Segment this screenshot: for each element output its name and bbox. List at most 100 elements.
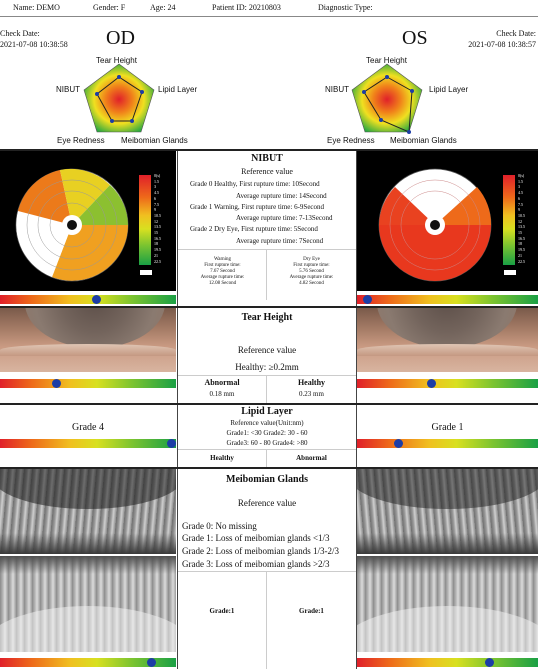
nibut-scale-label: 22.5 (154, 258, 161, 264)
os-radar-bottom-right: Meibomian Glands (390, 136, 457, 145)
lipid-title: Lipid Layer (241, 406, 293, 417)
od-upper-lid-shade (0, 469, 176, 509)
nibut-g1b: Average rupture time: 7-13Second (236, 214, 333, 222)
tear-right-border (356, 308, 357, 403)
od-lid-margin (0, 344, 176, 356)
os-lid-margin (357, 344, 538, 356)
os-meibo-bar (357, 658, 538, 667)
od-radar-chart (83, 63, 155, 133)
od-tear-bar (0, 379, 176, 388)
nibut-scale-label: 18 (518, 241, 522, 247)
nibut-scale-label: 19.5 (518, 247, 525, 253)
od-meibo-upper-photo (0, 469, 176, 554)
os-meibo-lower-photo (357, 556, 538, 652)
os-upper-bottom-shade (357, 533, 538, 554)
nibut-scale-label: 16.5 (518, 235, 525, 241)
nibut-scale-label: 1.5 (154, 178, 159, 184)
od-nibut-marker (92, 295, 102, 304)
od-check-date: 2021-07-08 10:38:58 (0, 40, 68, 49)
od-nibut-scale: 0(s) 1.5 3 4.5 6 7.5 9 10.5 12 13.5 15 16.5 18 19.5 21… (154, 173, 161, 264)
od-lower-top-shade (0, 556, 176, 574)
lipid-right-border (356, 405, 357, 467)
os-lipid-grade: Grade 1 (431, 422, 464, 433)
os-radar-right: Lipid Layer (429, 85, 469, 94)
nibut-scale-label: 22.5 (518, 258, 525, 264)
nibut-g0: Grade 0 Healthy, First rupture time: 10S… (190, 180, 320, 188)
os-meibo-upper-photo (357, 469, 538, 554)
od-legend-white-chip (140, 270, 152, 275)
lipid-range-2: Grade3: 60 - 80 Grade4: >80 (226, 439, 308, 447)
os-nibut-marker (363, 295, 373, 304)
od-radar-bottom-right: Meibomian Glands (121, 136, 188, 145)
diagnostic-type: Diagnostic Type: (318, 3, 373, 12)
os-nibut-first-value: 5.76 Second (299, 269, 324, 274)
nibut-g1: Grade 1 Warning, First rupture time: 6-9… (190, 203, 325, 211)
nibut-scale-label: 13.5 (154, 224, 161, 230)
nibut-scale-label: 1.5 (518, 178, 523, 184)
nibut-title: NIBUT (251, 153, 283, 164)
os-nibut-status: Dry Eye (303, 257, 320, 262)
od-tear-status: Abnormal (204, 378, 240, 387)
meibo-g0: Grade 0: No missing (182, 521, 257, 531)
nibut-left-border (177, 151, 178, 306)
nibut-scale-label: 12 (154, 218, 158, 224)
patient-gender: Gender: F (93, 3, 126, 12)
nibut-g0b: Average rupture time: 14Second (236, 192, 327, 200)
os-upper-lid-shade (357, 469, 538, 509)
od-tear-marker (51, 379, 61, 388)
os-iris (377, 308, 517, 348)
od-tear-photo (0, 308, 176, 372)
nibut-scale-label: 6 (154, 195, 156, 201)
os-meibo-marker (484, 658, 494, 667)
od-nibut-avg-label: Average rupture time: (200, 275, 245, 280)
od-lipid-marker (167, 439, 176, 448)
os-radar-chart (351, 63, 423, 134)
od-meibo-lower-photo (0, 556, 176, 652)
od-nibut-status: Warning (213, 257, 232, 262)
tear-healthy: Healthy: ≥0.2mm (235, 362, 299, 372)
lipid-range-1: Grade1: <30 Grade2: 30 - 60 (226, 429, 308, 437)
od-radar-bottom-left: Eye Redness (57, 136, 105, 145)
nibut-scale-label: 15 (518, 230, 522, 236)
nibut-scale-label: 13.5 (518, 224, 525, 230)
nibut-ref: Reference value (241, 167, 293, 176)
divider-3 (0, 403, 538, 405)
os-legend-white-chip (504, 270, 516, 275)
nibut-g2b: Average rupture time: 7Second (236, 237, 324, 245)
nibut-scale-label: 10.5 (518, 212, 525, 218)
lipid-center-split (266, 450, 267, 467)
os-nibut-result: Dry Eye First rupture time: 5.76 Second … (267, 257, 356, 287)
meibo-right-border (356, 469, 357, 669)
meibo-mid-rule (178, 571, 356, 572)
lipid-ref: Reference value(Unit:nm) (230, 419, 304, 427)
nibut-scale-label: 0(s) (518, 173, 525, 178)
nibut-scale-label: 19.5 (154, 247, 161, 253)
od-upper-bottom-shade (0, 533, 176, 554)
od-nibut-bar (0, 295, 176, 304)
os-nibut-legend (503, 175, 515, 265)
os-nibut-bar (357, 295, 538, 304)
nibut-scale-label: 4.5 (154, 190, 159, 196)
od-radar-right: Lipid Layer (158, 85, 198, 94)
divider-2 (0, 306, 538, 308)
nibut-scale-label: 6 (518, 195, 520, 201)
nibut-scale-label: 15 (154, 230, 158, 236)
nibut-scale-label: 7.5 (518, 201, 523, 207)
tear-center-split (266, 376, 267, 403)
nibut-scale-label: 4.5 (518, 190, 523, 196)
os-nibut-panel: 0(s) 1.5 3 4.5 6 7.5 9 10.5 12 13.5 15 16.5 18 19.5 21… (357, 151, 538, 291)
os-check-date: 2021-07-08 10:38:57 (468, 40, 536, 49)
od-meibo-marker (146, 658, 156, 667)
patient-id: Patient ID: 20210803 (212, 3, 281, 12)
os-nibut-scale: 0(s) 1.5 3 4.5 6 7.5 9 10.5 12 13.5 15 16.5 18 19.5 21… (518, 173, 525, 264)
od-nibut-first-value: 7.67 Second (210, 269, 235, 274)
od-radar-top: Tear Height (96, 56, 137, 65)
od-tear-value: 0.18 mm (209, 390, 235, 398)
meibo-g1: Grade 1: Loss of meibomian glands <1/3 (182, 533, 330, 543)
nibut-scale-label: 21 (154, 252, 158, 258)
os-lipid-status: Abnormal (296, 454, 327, 462)
od-eye-label: OD (106, 27, 135, 49)
od-nibut-legend (139, 175, 151, 265)
lipid-left-border (177, 405, 178, 467)
divider-4 (0, 467, 538, 469)
